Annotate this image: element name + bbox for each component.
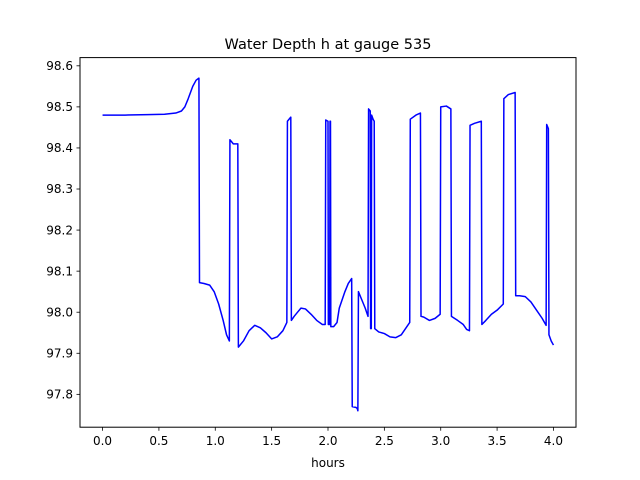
y-tick-label: 98.3 [46, 182, 73, 196]
x-tick-label: 2.5 [375, 434, 394, 448]
y-tick-label: 98.5 [46, 100, 73, 114]
x-tick-label: 4.0 [544, 434, 563, 448]
series-line-water-depth [102, 77, 555, 412]
y-tick-label: 98.0 [46, 305, 73, 319]
x-tick-label: 3.0 [431, 434, 450, 448]
y-tick-label: 97.8 [46, 388, 73, 402]
x-tick-label: 1.5 [262, 434, 281, 448]
chart-title: Water Depth h at gauge 535 [225, 37, 432, 53]
y-tick-label: 98.4 [46, 141, 73, 155]
x-tick-label: 2.0 [318, 434, 337, 448]
series-layer [102, 77, 555, 412]
x-axis-label: hours [311, 456, 345, 470]
x-tick-label: 3.5 [488, 434, 507, 448]
y-tick-label: 98.6 [46, 59, 73, 73]
x-tick-label: 0.5 [149, 434, 168, 448]
y-tick-label: 98.1 [46, 264, 73, 278]
plot-frame [79, 57, 577, 428]
x-axis-ticks: 0.0 0.5 1.0 1.5 2.0 2.5 3.0 3.5 4.0 [93, 427, 563, 448]
y-tick-label: 98.2 [46, 223, 73, 237]
y-tick-label: 97.9 [46, 346, 73, 360]
x-tick-label: 1.0 [206, 434, 225, 448]
x-tick-label: 0.0 [93, 434, 112, 448]
y-axis-ticks: 97.8 97.9 98.0 98.1 98.2 98.3 98.4 98.5 98.6 [46, 59, 80, 402]
